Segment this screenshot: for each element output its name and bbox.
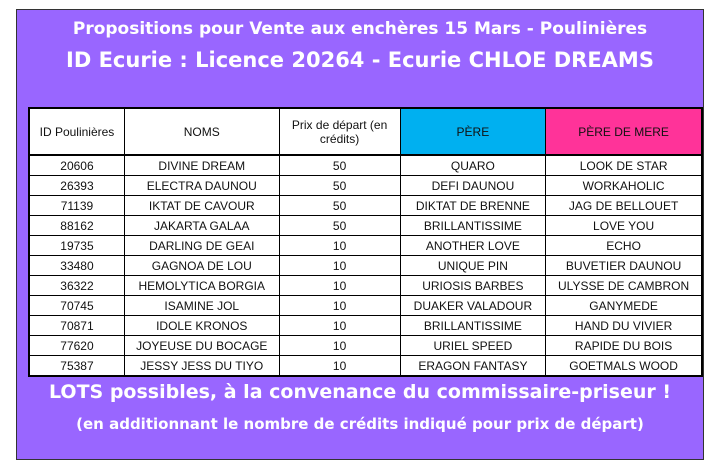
cell-sire: BRILLANTISSIME: [399, 215, 547, 236]
cell-price: 10: [278, 275, 401, 296]
cell-dam-sire: GANYMEDE: [545, 295, 703, 316]
cell-sire: ERAGON FANTASY: [399, 355, 547, 377]
cell-id: 88162: [28, 215, 125, 236]
cell-price: 50: [278, 195, 401, 216]
announcement-panel: Propositions pour Vente aux enchères 15 …: [16, 9, 704, 460]
cell-sire: URIEL SPEED: [399, 335, 547, 356]
cell-dam-sire: BUVETIER DAUNOU: [545, 255, 703, 276]
cell-id: 33480: [28, 255, 125, 276]
footer-line-2: (en additionnant le nombre de crédits in…: [76, 415, 644, 433]
cell-dam-sire: RAPIDE DU BOIS: [545, 335, 703, 356]
cell-price: 10: [278, 315, 401, 336]
table-row: 36322 HEMOLYTICA BORGIA 10 URIOSIS BARBES UL…: [28, 275, 703, 296]
cell-name: IDOLE KRONOS: [123, 315, 280, 336]
cell-id: 19735: [28, 235, 125, 256]
table-row: 75387 JESSY JESS DU TIYO 10 ERAGON FANTASY G…: [28, 355, 703, 377]
cell-price: 50: [278, 215, 401, 236]
cell-price: 50: [278, 154, 401, 176]
cell-sire: DUAKER VALADOUR: [399, 295, 547, 316]
cell-id: 77620: [28, 335, 125, 356]
cell-dam-sire: HAND DU VIVIER: [545, 315, 703, 336]
cell-id: 70745: [28, 295, 125, 316]
cell-dam-sire: ECHO: [545, 235, 703, 256]
cell-id: 20606: [28, 154, 125, 176]
cell-name: IKTAT DE CAVOUR: [123, 195, 280, 216]
cell-name: JAKARTA GALAA: [123, 215, 280, 236]
cell-id: 75387: [28, 355, 125, 377]
cell-sire: BRILLANTISSIME: [399, 315, 547, 336]
title-line-1: Propositions pour Vente aux enchères 15 …: [72, 19, 648, 39]
column-header-dam-sire: PÈRE DE MERE: [545, 107, 703, 156]
title-line-2: ID Ecurie : Licence 20264 - Ecurie CHLOE…: [66, 48, 654, 72]
table-row: 70871 IDOLE KRONOS 10 BRILLANTISSIME HAND DU…: [28, 315, 703, 336]
cell-id: 71139: [28, 195, 125, 216]
cell-price: 10: [278, 235, 401, 256]
cell-price: 10: [278, 335, 401, 356]
table-row: 20606 DIVINE DREAM 50 QUARO LOOK DE STAR: [28, 154, 703, 176]
cell-name: ISAMINE JOL: [123, 295, 280, 316]
cell-sire: UNIQUE PIN: [399, 255, 547, 276]
cell-dam-sire: LOVE YOU: [545, 215, 703, 236]
cell-id: 36322: [28, 275, 125, 296]
cell-name: HEMOLYTICA BORGIA: [123, 275, 280, 296]
cell-sire: URIOSIS BARBES: [399, 275, 547, 296]
column-header-id: ID Poulinières: [28, 107, 125, 156]
cell-id: 26393: [28, 175, 125, 196]
cell-name: DIVINE DREAM: [123, 154, 280, 176]
cell-dam-sire: LOOK DE STAR: [545, 154, 703, 176]
column-header-price: Prix de départ (en crédits): [278, 107, 401, 156]
table-row: 71139 IKTAT DE CAVOUR 50 DIKTAT DE BRENNE JA…: [28, 195, 703, 216]
cell-dam-sire: ULYSSE DE CAMBRON: [545, 275, 703, 296]
table-row: 77620 JOYEUSE DU BOCAGE 10 URIEL SPEED RAPID…: [28, 335, 703, 356]
cell-dam-sire: JAG DE BELLOUET: [545, 195, 703, 216]
cell-sire: DIKTAT DE BRENNE: [399, 195, 547, 216]
cell-price: 10: [278, 295, 401, 316]
column-header-sire: PÈRE: [399, 107, 547, 156]
cell-sire: DEFI DAUNOU: [399, 175, 547, 196]
cell-dam-sire: GOETMALS WOOD: [545, 355, 703, 377]
table-row: 70745 ISAMINE JOL 10 DUAKER VALADOUR GANYMED…: [28, 295, 703, 316]
cell-dam-sire: WORKAHOLIC: [545, 175, 703, 196]
cell-price: 10: [278, 255, 401, 276]
cell-id: 70871: [28, 315, 125, 336]
cell-name: JESSY JESS DU TIYO: [123, 355, 280, 377]
cell-name: DARLING DE GEAI: [123, 235, 280, 256]
mares-table: ID Poulinières NOMS Prix de départ (en cré…: [28, 107, 703, 377]
cell-sire: ANOTHER LOVE: [399, 235, 547, 256]
cell-name: JOYEUSE DU BOCAGE: [123, 335, 280, 356]
cell-name: GAGNOA DE LOU: [123, 255, 280, 276]
cell-sire: QUARO: [399, 154, 547, 176]
cell-name: ELECTRA DAUNOU: [123, 175, 280, 196]
table-row: 19735 DARLING DE GEAI 10 ANOTHER LOVE ECHO: [28, 235, 703, 256]
footer-line-1: LOTS possibles, à la convenance du commi…: [48, 381, 672, 403]
table-row: 26393 ELECTRA DAUNOU 50 DEFI DAUNOU WORKAHOL…: [28, 175, 703, 196]
table-row: 33480 GAGNOA DE LOU 10 UNIQUE PIN BUVETIER D…: [28, 255, 703, 276]
table-row: 88162 JAKARTA GALAA 50 BRILLANTISSIME LOVE Y…: [28, 215, 703, 236]
cell-price: 10: [278, 355, 401, 377]
cell-price: 50: [278, 175, 401, 196]
column-header-name: NOMS: [123, 107, 280, 156]
